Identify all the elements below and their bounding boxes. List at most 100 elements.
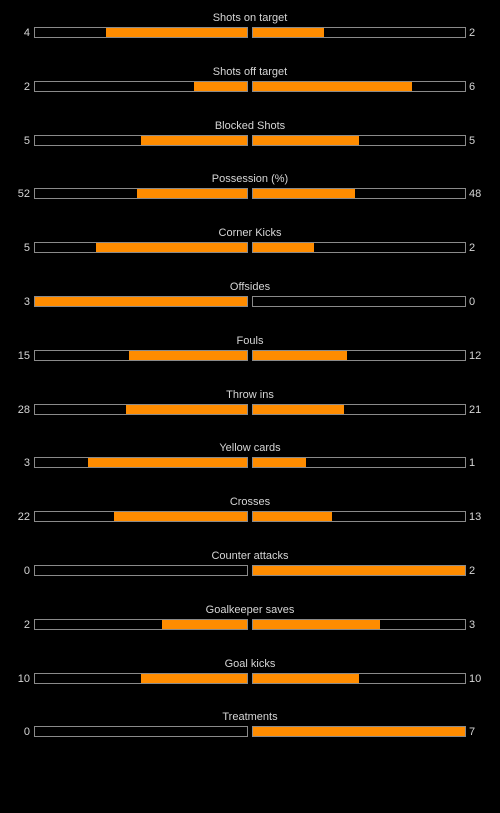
stat-row-shots-on-target: Shots on target 4 2: [0, 11, 500, 65]
stat-row-blocked-shots: Blocked Shots 5 5: [0, 119, 500, 173]
stat-label: Goalkeeper saves: [205, 603, 295, 616]
stat-label: Counter attacks: [211, 549, 289, 562]
away-bar-fill: [253, 350, 348, 360]
stat-label: Corner Kicks: [218, 227, 282, 240]
away-value: 21: [469, 403, 482, 416]
home-value: 4: [23, 27, 30, 39]
stat-row-goal-kicks: Goal kicks 10 10: [0, 657, 500, 711]
away-bar: [252, 564, 466, 576]
home-bar-fill: [113, 512, 247, 522]
away-bar-fill: [253, 619, 381, 629]
home-value: 22: [17, 511, 30, 524]
home-bar-fill: [129, 350, 247, 360]
away-bar-fill: [253, 28, 324, 37]
stat-row-crosses: Crosses 22 13: [0, 495, 500, 549]
away-bar-fill: [253, 81, 412, 91]
home-value: 2: [23, 618, 30, 631]
away-bar-fill: [253, 512, 332, 522]
stat-row-throw-ins: Throw ins 28 21: [0, 388, 500, 442]
home-bar-fill: [141, 673, 247, 683]
away-bar-fill: [253, 727, 465, 737]
home-bar: [34, 564, 248, 576]
stat-label: Goal kicks: [224, 657, 276, 670]
home-bar: [34, 295, 248, 307]
stat-row-yellow-cards: Yellow cards 3 1: [0, 441, 500, 495]
home-bar-fill: [95, 243, 247, 253]
away-bar: [252, 618, 466, 630]
stat-label: Offsides: [229, 280, 271, 293]
away-bar: [252, 457, 466, 469]
away-value: 13: [469, 511, 482, 524]
home-bar-fill: [194, 81, 247, 91]
home-value: 0: [23, 726, 30, 739]
away-bar-fill: [253, 565, 465, 575]
away-bar-fill: [253, 673, 359, 683]
away-value: 1: [469, 457, 476, 470]
home-bar: [34, 27, 248, 38]
home-bar-fill: [88, 458, 247, 468]
stat-row-goalkeeper-saves: Goalkeeper saves 2 3: [0, 603, 500, 657]
home-bar-fill: [162, 619, 247, 629]
home-value: 10: [17, 672, 30, 685]
stat-row-fouls: Fouls 15 12: [0, 334, 500, 388]
away-value: 12: [469, 349, 482, 362]
away-value: 10: [469, 672, 482, 685]
away-bar: [252, 349, 466, 361]
home-bar: [34, 672, 248, 684]
home-value: 52: [17, 188, 30, 201]
away-bar: [252, 672, 466, 684]
away-bar-fill: [253, 243, 314, 253]
away-bar: [252, 295, 466, 307]
home-bar: [34, 349, 248, 361]
away-bar: [252, 188, 466, 200]
away-bar: [252, 511, 466, 523]
home-value: 28: [17, 403, 30, 416]
stat-row-possession: Possession (%) 52 48: [0, 172, 500, 226]
away-value: 7: [469, 726, 476, 739]
home-bar: [34, 457, 248, 469]
home-bar: [34, 188, 248, 200]
home-bar: [34, 511, 248, 523]
match-statistics: Shots on target 4 2 Shots off target 2 6 Block…: [0, 11, 500, 764]
stat-row-treatments: Treatments 0 7: [0, 710, 500, 764]
home-value: 0: [23, 564, 30, 577]
away-value: 2: [469, 27, 476, 39]
stat-label: Throw ins: [226, 388, 274, 401]
away-bar-fill: [253, 135, 359, 145]
home-value: 5: [23, 134, 30, 147]
away-bar-fill: [253, 458, 306, 468]
stat-label: Shots off target: [212, 65, 288, 78]
stat-row-corner-kicks: Corner Kicks 5 2: [0, 226, 500, 280]
stat-label: Fouls: [236, 334, 264, 347]
home-bar-fill: [141, 135, 247, 145]
home-value: 3: [23, 295, 30, 308]
home-bar: [34, 403, 248, 415]
away-value: 0: [469, 295, 476, 308]
away-value: 3: [469, 618, 476, 631]
stat-label: Blocked Shots: [214, 119, 286, 132]
home-value: 2: [23, 80, 30, 93]
stat-label: Shots on target: [212, 12, 288, 24]
home-value: 15: [17, 349, 30, 362]
home-bar: [34, 726, 248, 738]
home-bar: [34, 242, 248, 254]
away-bar: [252, 403, 466, 415]
away-bar: [252, 242, 466, 254]
away-value: 2: [469, 564, 476, 577]
home-bar-fill: [125, 404, 247, 414]
away-value: 48: [469, 188, 482, 201]
stat-row-counter-attacks: Counter attacks 0 2: [0, 549, 500, 603]
away-bar: [252, 27, 466, 38]
away-bar: [252, 726, 466, 738]
away-bar-fill: [253, 404, 344, 414]
stat-row-offsides: Offsides 3 0: [0, 280, 500, 334]
stat-label: Possession (%): [211, 173, 289, 186]
stat-label: Yellow cards: [219, 442, 281, 455]
home-bar-fill: [105, 28, 247, 37]
stat-label: Crosses: [229, 496, 271, 509]
stat-label: Treatments: [222, 711, 278, 724]
away-bar: [252, 80, 466, 92]
home-bar-fill: [136, 189, 247, 199]
home-bar-fill: [35, 296, 247, 306]
home-bar: [34, 618, 248, 630]
